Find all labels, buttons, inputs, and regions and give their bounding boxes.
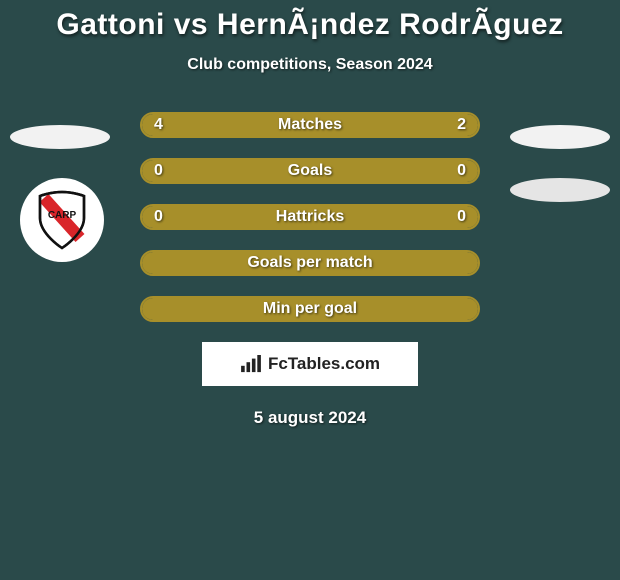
bar-value-right: 0 — [457, 208, 466, 226]
player-left-avatar — [10, 125, 110, 149]
comparison-card: Gattoni vs HernÃ¡ndez RodrÃ­guez Club co… — [0, 0, 620, 428]
branding-text: FcTables.com — [268, 354, 380, 374]
club-right-avatar — [510, 178, 610, 202]
stats-bars: 4 2 Matches 0 0 Goals 0 0 Hattricks Goals per mat… — [140, 112, 480, 322]
page-title: Gattoni vs HernÃ¡ndez RodrÃ­guez — [0, 8, 620, 42]
bar-value-left: 0 — [154, 208, 163, 226]
bar-label: Hattricks — [276, 208, 344, 226]
club-left-logo: CARP — [20, 178, 104, 262]
page-subtitle: Club competitions, Season 2024 — [0, 56, 620, 74]
bars-icon — [240, 355, 262, 373]
stat-bar: Goals per match — [140, 250, 480, 276]
bar-label: Matches — [278, 116, 342, 134]
stat-bar: 0 0 Goals — [140, 158, 480, 184]
branding-box: FcTables.com — [202, 342, 418, 386]
shield-icon: CARP — [30, 188, 94, 252]
stat-bar: Min per goal — [140, 296, 480, 322]
stat-bar: 0 0 Hattricks — [140, 204, 480, 230]
bar-value-left: 0 — [154, 162, 163, 180]
bar-value-right: 0 — [457, 162, 466, 180]
bar-label: Goals — [288, 162, 332, 180]
stat-bar: 4 2 Matches — [140, 112, 480, 138]
date-label: 5 august 2024 — [0, 408, 620, 428]
bar-label: Goals per match — [247, 254, 372, 272]
bar-label: Min per goal — [263, 300, 357, 318]
bar-value-left: 4 — [154, 116, 163, 134]
svg-text:CARP: CARP — [48, 210, 77, 221]
bar-value-right: 2 — [457, 116, 466, 134]
player-right-avatar — [510, 125, 610, 149]
